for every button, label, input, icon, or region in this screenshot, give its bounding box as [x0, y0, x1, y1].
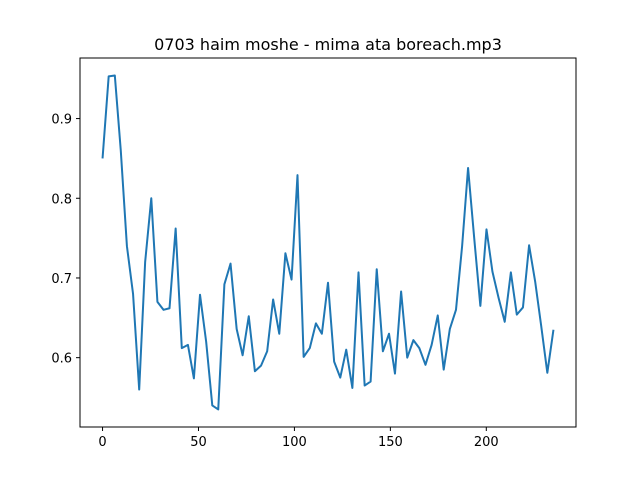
x-tick-label: 100 [282, 435, 307, 450]
x-tick-label: 200 [474, 435, 499, 450]
x-tick-label: 50 [190, 435, 207, 450]
y-tick-label: 0.8 [51, 192, 72, 207]
plot-frame [79, 57, 577, 428]
x-tick-label: 0 [98, 435, 106, 450]
data-line [101, 74, 555, 411]
x-tick-label: 150 [378, 435, 403, 450]
chart-title: 0703 haim moshe - mima ata boreach.mp3 [154, 35, 502, 54]
y-tick-label: 0.6 [51, 352, 72, 367]
y-tick-label: 0.7 [51, 272, 72, 287]
y-tick-label: 0.9 [51, 113, 72, 128]
